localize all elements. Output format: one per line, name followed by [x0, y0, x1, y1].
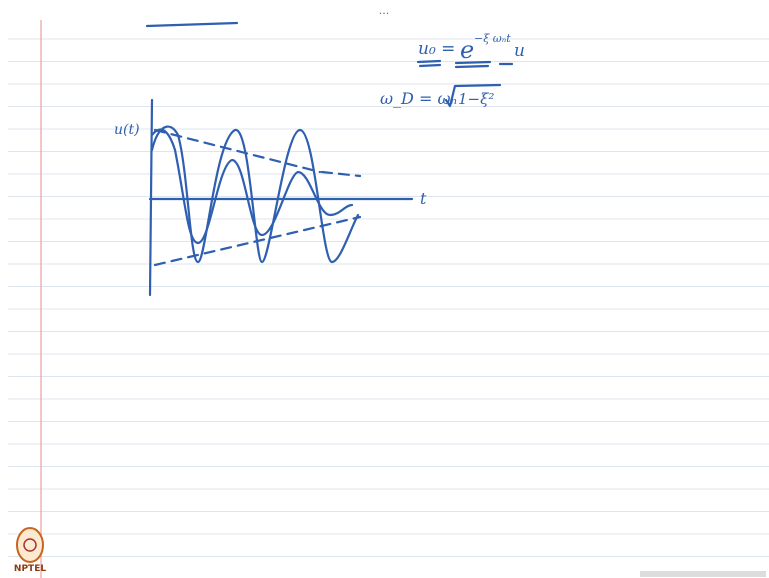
scrollbar[interactable]: [640, 571, 766, 577]
logo: NPTEL: [14, 528, 46, 574]
equation-base: e: [460, 36, 474, 64]
y-axis-label: u(t): [114, 122, 140, 138]
equation-exponent: −ξ ωₙt: [474, 32, 511, 45]
x-axis-label: t: [420, 189, 427, 208]
notes-page: ... u₀ = e −ξ ωₙt u ω_D = ωₙ 1−ξ² u(t) t…: [0, 0, 769, 578]
equation-rest: u: [514, 41, 525, 61]
page-background: [0, 0, 769, 578]
equation-radical: 1−ξ²: [458, 90, 494, 108]
equation-lhs: ω_D = ωₙ: [380, 89, 457, 108]
menu-dots[interactable]: ...: [379, 4, 390, 17]
logo-text: NPTEL: [14, 564, 46, 574]
equation-lhs: u₀ =: [418, 39, 455, 59]
logo-emblem: [17, 528, 43, 562]
